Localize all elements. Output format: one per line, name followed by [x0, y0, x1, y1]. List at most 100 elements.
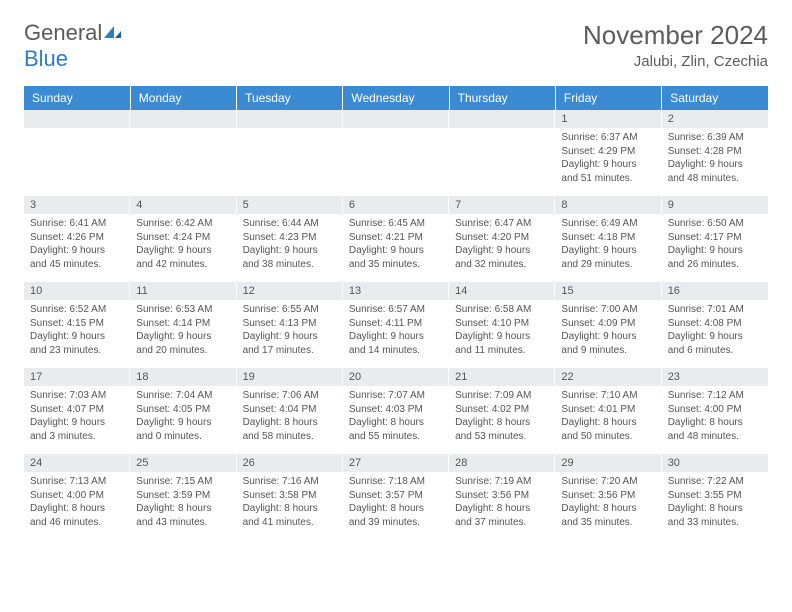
sunrise-text: Sunrise: 7:04 AM [136, 389, 230, 403]
sunrise-text: Sunrise: 6:37 AM [561, 131, 655, 145]
sunset-text: Sunset: 4:01 PM [561, 403, 655, 417]
day-number: 12 [237, 282, 343, 300]
sunset-text: Sunset: 3:59 PM [136, 489, 230, 503]
sunset-text: Sunset: 4:02 PM [455, 403, 549, 417]
logo: General Blue [24, 20, 122, 72]
day-details: Sunrise: 6:37 AMSunset: 4:29 PMDaylight:… [555, 128, 661, 191]
day-details: Sunrise: 7:09 AMSunset: 4:02 PMDaylight:… [449, 386, 555, 449]
day-number: 21 [449, 368, 555, 386]
day-header: Tuesday [237, 86, 343, 110]
calendar-cell: 21Sunrise: 7:09 AMSunset: 4:02 PMDayligh… [449, 368, 555, 454]
sunset-text: Sunset: 4:05 PM [136, 403, 230, 417]
daylight-text: Daylight: 9 hours and 20 minutes. [136, 330, 230, 357]
daylight-text: Daylight: 8 hours and 39 minutes. [349, 502, 443, 529]
sunrise-text: Sunrise: 6:39 AM [668, 131, 762, 145]
daylight-text: Daylight: 9 hours and 35 minutes. [349, 244, 443, 271]
sunset-text: Sunset: 4:20 PM [455, 231, 549, 245]
calendar-cell: 23Sunrise: 7:12 AMSunset: 4:00 PMDayligh… [662, 368, 768, 454]
calendar-cell: 28Sunrise: 7:19 AMSunset: 3:56 PMDayligh… [449, 454, 555, 540]
day-header-row: SundayMondayTuesdayWednesdayThursdayFrid… [24, 86, 768, 110]
sunrise-text: Sunrise: 6:47 AM [455, 217, 549, 231]
calendar-cell: 8Sunrise: 6:49 AMSunset: 4:18 PMDaylight… [555, 196, 661, 282]
day-details: Sunrise: 7:16 AMSunset: 3:58 PMDaylight:… [237, 472, 343, 535]
sunset-text: Sunset: 4:09 PM [561, 317, 655, 331]
daylight-text: Daylight: 9 hours and 23 minutes. [30, 330, 124, 357]
day-number: 11 [130, 282, 236, 300]
day-details: Sunrise: 7:04 AMSunset: 4:05 PMDaylight:… [130, 386, 236, 449]
daylight-text: Daylight: 9 hours and 9 minutes. [561, 330, 655, 357]
sunrise-text: Sunrise: 6:41 AM [30, 217, 124, 231]
sunrise-text: Sunrise: 7:20 AM [561, 475, 655, 489]
daylight-text: Daylight: 8 hours and 37 minutes. [455, 502, 549, 529]
daylight-text: Daylight: 8 hours and 46 minutes. [30, 502, 124, 529]
sunrise-text: Sunrise: 7:10 AM [561, 389, 655, 403]
sunrise-text: Sunrise: 7:01 AM [668, 303, 762, 317]
sunrise-text: Sunrise: 6:55 AM [243, 303, 337, 317]
calendar-cell: 9Sunrise: 6:50 AMSunset: 4:17 PMDaylight… [662, 196, 768, 282]
day-details: Sunrise: 7:18 AMSunset: 3:57 PMDaylight:… [343, 472, 449, 535]
daylight-text: Daylight: 9 hours and 6 minutes. [668, 330, 762, 357]
calendar-week: 17Sunrise: 7:03 AMSunset: 4:07 PMDayligh… [24, 368, 768, 454]
daylight-text: Daylight: 8 hours and 55 minutes. [349, 416, 443, 443]
sunrise-text: Sunrise: 7:07 AM [349, 389, 443, 403]
day-number: 8 [555, 196, 661, 214]
day-details: Sunrise: 6:41 AMSunset: 4:26 PMDaylight:… [24, 214, 130, 277]
day-number [237, 110, 343, 128]
sunset-text: Sunset: 3:58 PM [243, 489, 337, 503]
calendar-cell: 24Sunrise: 7:13 AMSunset: 4:00 PMDayligh… [24, 454, 130, 540]
day-details: Sunrise: 7:12 AMSunset: 4:00 PMDaylight:… [662, 386, 768, 449]
day-details: Sunrise: 7:01 AMSunset: 4:08 PMDaylight:… [662, 300, 768, 363]
calendar-cell: 12 Sunrise: 6:55 AMSunset: 4:13 PMDayligh… [237, 282, 343, 368]
calendar-cell: 3Sunrise: 6:41 AMSunset: 4:26 PMDaylight… [24, 196, 130, 282]
daylight-text: Daylight: 9 hours and 17 minutes. [243, 330, 337, 357]
calendar-cell: 27Sunrise: 7:18 AMSunset: 3:57 PMDayligh… [343, 454, 449, 540]
day-header: Sunday [24, 86, 130, 110]
day-number: 2 [662, 110, 768, 128]
sunrise-text: Sunrise: 7:19 AM [455, 475, 549, 489]
day-number: 13 [343, 282, 449, 300]
sunset-text: Sunset: 4:17 PM [668, 231, 762, 245]
daylight-text: Daylight: 9 hours and 45 minutes. [30, 244, 124, 271]
day-details: Sunrise: 7:07 AMSunset: 4:03 PMDaylight:… [343, 386, 449, 449]
day-number: 16 [662, 282, 768, 300]
sunrise-text: Sunrise: 7:22 AM [668, 475, 762, 489]
day-details: Sunrise: 6:44 AMSunset: 4:23 PMDaylight:… [237, 214, 343, 277]
logo-word2: Blue [24, 46, 68, 71]
day-number: 4 [130, 196, 236, 214]
calendar-cell [449, 110, 555, 196]
day-number: 15 [555, 282, 661, 300]
sunset-text: Sunset: 4:03 PM [349, 403, 443, 417]
daylight-text: Daylight: 8 hours and 33 minutes. [668, 502, 762, 529]
calendar-cell: 16Sunrise: 7:01 AMSunset: 4:08 PMDayligh… [662, 282, 768, 368]
calendar-cell: 20Sunrise: 7:07 AMSunset: 4:03 PMDayligh… [343, 368, 449, 454]
calendar-cell: 10Sunrise: 6:52 AMSunset: 4:15 PMDayligh… [24, 282, 130, 368]
calendar-cell [237, 110, 343, 196]
day-number: 14 [449, 282, 555, 300]
calendar-cell: 5Sunrise: 6:44 AMSunset: 4:23 PMDaylight… [237, 196, 343, 282]
daylight-text: Daylight: 8 hours and 48 minutes. [668, 416, 762, 443]
daylight-text: Daylight: 9 hours and 32 minutes. [455, 244, 549, 271]
calendar-cell: 6Sunrise: 6:45 AMSunset: 4:21 PMDaylight… [343, 196, 449, 282]
day-number: 17 [24, 368, 130, 386]
sunrise-text: Sunrise: 7:09 AM [455, 389, 549, 403]
day-number: 20 [343, 368, 449, 386]
location: Jalubi, Zlin, Czechia [583, 53, 768, 70]
sunset-text: Sunset: 4:21 PM [349, 231, 443, 245]
sunset-text: Sunset: 4:28 PM [668, 145, 762, 159]
sunset-text: Sunset: 4:18 PM [561, 231, 655, 245]
sunset-text: Sunset: 4:07 PM [30, 403, 124, 417]
sunrise-text: Sunrise: 7:06 AM [243, 389, 337, 403]
sunset-text: Sunset: 4:10 PM [455, 317, 549, 331]
day-details: Sunrise: 6:39 AMSunset: 4:28 PMDaylight:… [662, 128, 768, 191]
calendar-cell: 29Sunrise: 7:20 AMSunset: 3:56 PMDayligh… [555, 454, 661, 540]
calendar-cell: 1Sunrise: 6:37 AMSunset: 4:29 PMDaylight… [555, 110, 661, 196]
sunrise-text: Sunrise: 6:44 AM [243, 217, 337, 231]
calendar-table: SundayMondayTuesdayWednesdayThursdayFrid… [24, 86, 768, 540]
daylight-text: Daylight: 9 hours and 26 minutes. [668, 244, 762, 271]
daylight-text: Daylight: 8 hours and 53 minutes. [455, 416, 549, 443]
sunrise-text: Sunrise: 7:15 AM [136, 475, 230, 489]
calendar-cell [24, 110, 130, 196]
day-details: Sunrise: 7:06 AMSunset: 4:04 PMDaylight:… [237, 386, 343, 449]
sunset-text: Sunset: 4:13 PM [243, 317, 337, 331]
daylight-text: Daylight: 8 hours and 35 minutes. [561, 502, 655, 529]
